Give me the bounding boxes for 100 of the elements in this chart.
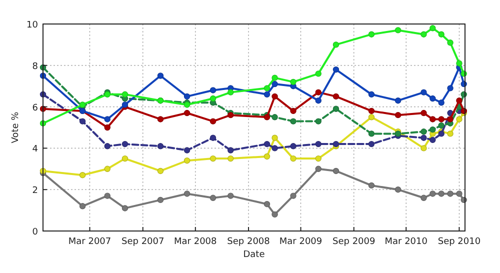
point bbox=[272, 114, 278, 120]
point bbox=[264, 91, 270, 98]
point bbox=[79, 172, 86, 178]
x-tick-label: Sep 2009 bbox=[332, 237, 376, 247]
point bbox=[157, 196, 164, 204]
point bbox=[420, 145, 427, 152]
point bbox=[368, 31, 375, 38]
x-tick-label: Sep 2007 bbox=[122, 237, 164, 247]
point bbox=[210, 134, 216, 141]
y-tick-label: 0 bbox=[32, 228, 38, 238]
point bbox=[368, 114, 375, 120]
point bbox=[210, 155, 216, 162]
point bbox=[420, 89, 427, 96]
x-tick-label: Mar 2008 bbox=[174, 237, 218, 247]
point bbox=[290, 118, 296, 124]
point bbox=[430, 126, 436, 133]
point bbox=[447, 116, 454, 122]
point bbox=[394, 112, 402, 118]
y-tick-label: 8 bbox=[32, 62, 38, 72]
point bbox=[104, 116, 110, 122]
point bbox=[122, 91, 128, 98]
point bbox=[420, 128, 427, 135]
point bbox=[438, 31, 444, 38]
point bbox=[456, 97, 462, 104]
point bbox=[315, 97, 322, 104]
point bbox=[368, 91, 375, 98]
point bbox=[157, 116, 164, 122]
point bbox=[430, 136, 436, 144]
point bbox=[264, 153, 270, 160]
point bbox=[157, 143, 164, 150]
point bbox=[332, 168, 340, 174]
point bbox=[456, 116, 462, 122]
x-tick-label: Mar 2009 bbox=[279, 237, 322, 247]
point bbox=[264, 114, 270, 120]
point bbox=[157, 72, 164, 79]
point bbox=[438, 116, 444, 122]
point bbox=[420, 134, 427, 141]
point bbox=[332, 106, 340, 112]
point bbox=[315, 155, 322, 162]
point bbox=[122, 205, 128, 212]
point bbox=[420, 31, 427, 38]
point bbox=[104, 192, 110, 199]
point bbox=[228, 155, 234, 162]
point bbox=[315, 166, 322, 172]
point bbox=[122, 155, 128, 162]
x-tick-label: Mar 2007 bbox=[68, 237, 112, 247]
point bbox=[447, 40, 454, 46]
point bbox=[104, 166, 110, 172]
point bbox=[430, 116, 436, 122]
point bbox=[228, 89, 234, 96]
point bbox=[272, 211, 278, 218]
x-tick-label: Sep 2010 bbox=[438, 237, 481, 247]
point bbox=[272, 93, 278, 100]
y-tick-label: 6 bbox=[32, 103, 38, 114]
y-tick-label: 2 bbox=[32, 186, 38, 196]
point bbox=[447, 85, 454, 92]
point bbox=[332, 66, 340, 73]
point bbox=[272, 80, 278, 88]
point bbox=[228, 192, 234, 199]
x-tick-label: Sep 2008 bbox=[227, 237, 270, 247]
point bbox=[272, 145, 278, 152]
point bbox=[210, 194, 216, 201]
point bbox=[272, 134, 278, 141]
x-tick-label: Mar 2010 bbox=[384, 237, 428, 247]
point bbox=[332, 42, 340, 48]
point bbox=[368, 130, 375, 137]
x-axis-title: Date bbox=[243, 250, 266, 260]
point bbox=[184, 93, 190, 100]
point bbox=[228, 147, 234, 154]
point bbox=[394, 27, 402, 34]
point bbox=[430, 95, 436, 102]
point bbox=[290, 108, 296, 114]
point bbox=[264, 200, 270, 208]
point bbox=[420, 194, 427, 201]
point bbox=[438, 100, 444, 106]
point bbox=[315, 140, 322, 148]
point bbox=[264, 140, 270, 148]
point bbox=[447, 130, 454, 137]
point bbox=[420, 110, 427, 116]
point bbox=[290, 155, 296, 162]
point bbox=[368, 108, 375, 114]
point bbox=[368, 182, 375, 189]
point bbox=[394, 186, 402, 193]
point bbox=[264, 85, 270, 92]
point bbox=[315, 89, 322, 96]
point bbox=[290, 192, 296, 199]
point bbox=[290, 143, 296, 150]
point bbox=[104, 143, 110, 150]
point bbox=[184, 147, 190, 154]
point bbox=[315, 118, 322, 124]
point bbox=[79, 203, 86, 210]
y-tick-label: 10 bbox=[26, 20, 38, 30]
point bbox=[447, 190, 454, 197]
point bbox=[368, 140, 375, 148]
point bbox=[456, 60, 462, 66]
point bbox=[157, 168, 164, 174]
point bbox=[210, 87, 216, 94]
point bbox=[104, 124, 110, 131]
point bbox=[430, 190, 436, 197]
point bbox=[456, 190, 462, 197]
